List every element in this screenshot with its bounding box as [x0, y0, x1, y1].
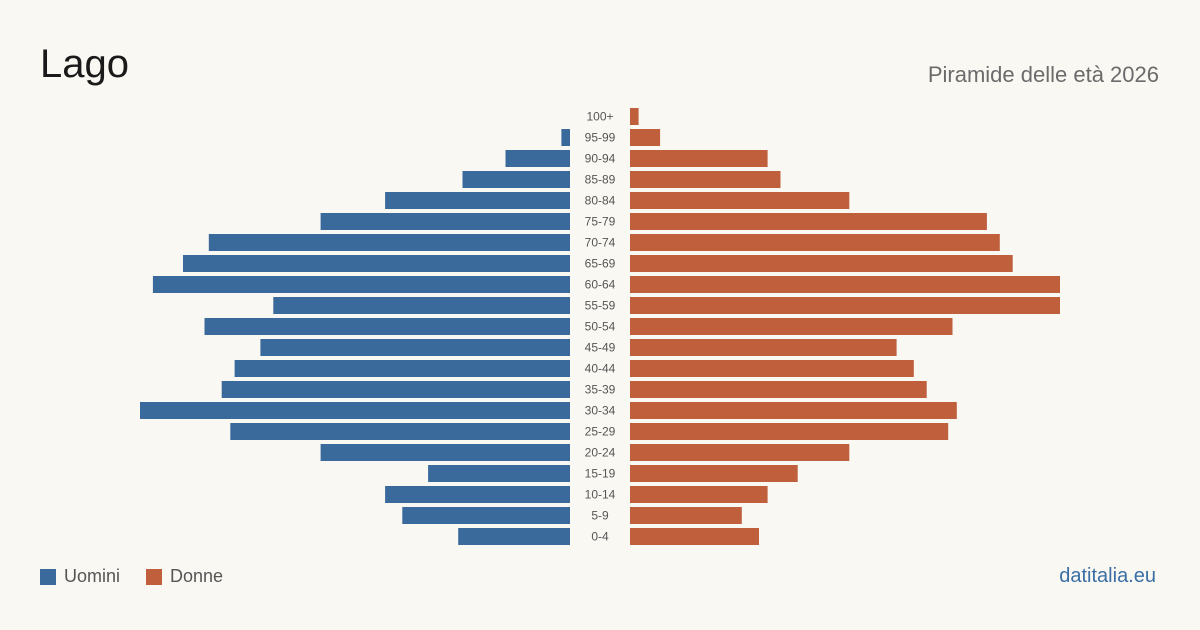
bar-women-35-39	[630, 381, 927, 398]
bar-men-5-9	[402, 507, 570, 524]
age-label-35-39: 35-39	[585, 383, 616, 397]
bar-women-100plus	[630, 108, 639, 125]
age-label-55-59: 55-59	[585, 299, 616, 313]
bar-women-0-4	[630, 528, 759, 545]
bar-men-55-59	[273, 297, 570, 314]
bar-women-30-34	[630, 402, 957, 419]
bar-men-50-54	[204, 318, 570, 335]
age-label-60-64: 60-64	[585, 278, 616, 292]
bar-men-80-84	[385, 192, 570, 209]
bar-women-60-64	[630, 276, 1060, 293]
bar-men-65-69	[183, 255, 570, 272]
age-label-50-54: 50-54	[585, 320, 616, 334]
bar-men-30-34	[140, 402, 570, 419]
age-label-40-44: 40-44	[585, 362, 616, 376]
age-label-85-89: 85-89	[585, 173, 616, 187]
bar-men-95-99	[561, 129, 570, 146]
bar-men-85-89	[462, 171, 570, 188]
age-label-100plus: 100+	[586, 110, 613, 124]
age-label-15-19: 15-19	[585, 467, 616, 481]
age-label-20-24: 20-24	[585, 446, 616, 460]
age-label-75-79: 75-79	[585, 215, 616, 229]
bar-women-65-69	[630, 255, 1013, 272]
age-label-5-9: 5-9	[591, 509, 609, 523]
bar-men-40-44	[234, 360, 570, 377]
legend-swatch-men	[40, 568, 56, 585]
bar-men-45-49	[260, 339, 570, 356]
bar-women-15-19	[630, 465, 798, 482]
age-label-10-14: 10-14	[585, 488, 616, 502]
bar-women-45-49	[630, 339, 897, 356]
bar-men-75-79	[320, 213, 570, 230]
bar-women-50-54	[630, 318, 953, 335]
age-label-25-29: 25-29	[585, 425, 616, 439]
legend-item-women: Donne	[146, 566, 223, 587]
bar-men-25-29	[230, 423, 571, 440]
bar-women-55-59	[630, 297, 1060, 314]
legend-label-men: Uomini	[64, 566, 121, 586]
bar-women-20-24	[630, 444, 850, 461]
age-label-45-49: 45-49	[585, 341, 616, 355]
age-label-0-4: 0-4	[591, 530, 609, 544]
legend-swatch-women	[146, 568, 163, 585]
age-label-80-84: 80-84	[585, 194, 616, 208]
bar-men-10-14	[385, 486, 570, 503]
legend-item-men: Uomini	[40, 566, 120, 587]
bar-men-20-24	[320, 444, 570, 461]
age-label-30-34: 30-34	[585, 404, 616, 418]
bar-women-40-44	[630, 360, 914, 377]
age-label-95-99: 95-99	[585, 131, 616, 145]
chart-subtitle: Piramide delle età 2026	[927, 62, 1159, 87]
legend-label-women: Donne	[170, 566, 224, 586]
age-label-90-94: 90-94	[585, 152, 616, 166]
bar-men-15-19	[428, 465, 570, 482]
bar-women-5-9	[630, 507, 742, 524]
bar-women-75-79	[630, 213, 987, 230]
bar-men-0-4	[458, 528, 570, 545]
bar-men-90-94	[505, 150, 570, 167]
age-label-65-69: 65-69	[585, 257, 616, 271]
bar-women-10-14	[630, 486, 768, 503]
age-label-70-74: 70-74	[585, 236, 616, 250]
bar-women-80-84	[630, 192, 850, 209]
bar-men-35-39	[221, 381, 570, 398]
bar-women-25-29	[630, 423, 949, 440]
bar-women-95-99	[630, 129, 661, 146]
bar-women-85-89	[630, 171, 781, 188]
legend: Uomini Donne	[40, 566, 249, 587]
site-link[interactable]: datitalia.eu	[1059, 565, 1156, 587]
bar-women-90-94	[630, 150, 768, 167]
bar-women-70-74	[630, 234, 1000, 251]
bar-men-60-64	[152, 276, 570, 293]
bar-men-70-74	[208, 234, 571, 251]
chart-title: Lago	[40, 42, 129, 86]
